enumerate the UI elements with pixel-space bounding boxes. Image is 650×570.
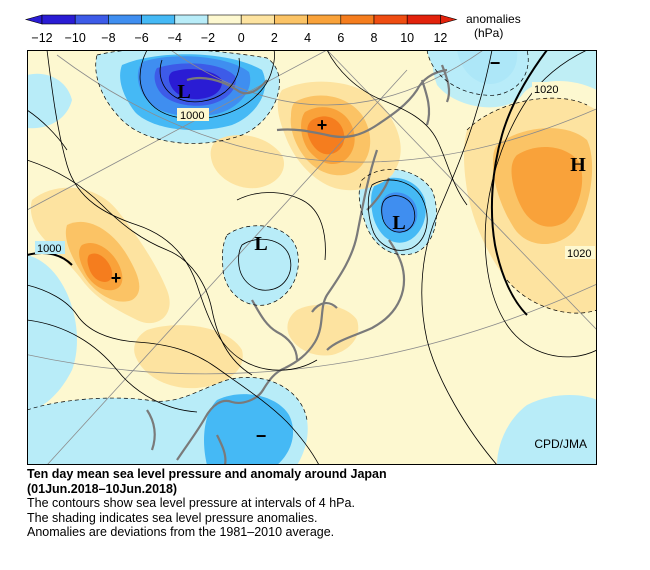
scale-swatch bbox=[406, 14, 441, 25]
caption-anomaly-note: Anomalies are deviations from the 1981–2… bbox=[27, 525, 335, 539]
zero-anomaly-contours bbox=[27, 50, 597, 421]
low-pressure-marker: L bbox=[392, 212, 405, 234]
scale-swatch bbox=[307, 14, 342, 25]
scale-swatch bbox=[207, 14, 242, 25]
negative-anomaly-marker: − bbox=[256, 426, 267, 446]
scale-tick-label: −4 bbox=[168, 31, 182, 45]
scale-arrow-high bbox=[440, 14, 458, 25]
scale-swatch bbox=[340, 14, 375, 25]
scale-tick-label: −8 bbox=[101, 31, 115, 45]
caption-shading-note: The shading indicates sea level pressure… bbox=[27, 510, 318, 525]
isobar-label: 1020 bbox=[534, 84, 558, 96]
map-credit: CPD/JMA bbox=[534, 437, 587, 451]
anomaly-color-scale: −12 −10 −8 −6 −4 −2 0 2 4 6 8 10 12 bbox=[24, 14, 458, 45]
negative-anomaly-shading bbox=[27, 50, 597, 465]
scale-swatch bbox=[108, 14, 142, 25]
scale-swatch bbox=[74, 14, 109, 25]
isobar-1000-bold bbox=[27, 252, 73, 266]
low-pressure-marker: L bbox=[254, 233, 267, 255]
low-pressure-marker: L bbox=[177, 81, 190, 103]
isobars bbox=[27, 50, 597, 465]
scale-tick-label: −12 bbox=[31, 31, 52, 45]
scale-swatch bbox=[240, 14, 275, 25]
scale-tick-label: −2 bbox=[201, 31, 215, 45]
scale-swatch bbox=[174, 14, 209, 25]
map-frame bbox=[27, 50, 597, 465]
high-pressure-marker: H bbox=[570, 154, 586, 176]
scale-swatch bbox=[41, 14, 76, 25]
units-hpa: (hPa) bbox=[474, 26, 504, 40]
caption-contours-note: The contours show sea level pressure at … bbox=[27, 496, 355, 510]
scale-tick-label: −6 bbox=[134, 31, 148, 45]
scale-swatch bbox=[141, 14, 176, 25]
pressure-anomaly-map: L L L H + + − − 1000 1000 1020 1020 CPD/… bbox=[27, 50, 597, 465]
scale-tick-label: −10 bbox=[65, 31, 86, 45]
scale-tick-label: 2 bbox=[271, 31, 278, 45]
color-scale-units: anomalies (hPa) bbox=[466, 12, 521, 40]
positive-anomaly-marker: + bbox=[317, 115, 328, 135]
negative-anomaly-marker: − bbox=[490, 53, 501, 73]
scale-tick-label: 8 bbox=[371, 31, 378, 45]
isobar-label: 1000 bbox=[37, 243, 61, 255]
scale-tick-label: 4 bbox=[304, 31, 311, 45]
units-label: anomalies bbox=[466, 12, 521, 26]
isobar-label: 1020 bbox=[567, 248, 591, 260]
scale-swatch bbox=[274, 14, 308, 25]
scale-tick-label: 0 bbox=[238, 31, 245, 45]
caption-period: (01Jun.2018–10Jun.2018) bbox=[27, 481, 178, 496]
scale-tick-label: 10 bbox=[400, 31, 414, 45]
isobar-1020-bold bbox=[490, 50, 548, 316]
scale-tick-label: 6 bbox=[337, 31, 344, 45]
coastlines bbox=[146, 64, 451, 465]
positive-anomaly-marker: + bbox=[111, 268, 122, 288]
caption-title: Ten day mean sea level pressure and anom… bbox=[27, 467, 387, 481]
scale-arrow-low bbox=[24, 14, 43, 25]
scale-tick-label: 12 bbox=[433, 31, 447, 45]
isobar-label: 1000 bbox=[180, 110, 204, 122]
scale-swatch bbox=[373, 14, 408, 25]
map-caption: Ten day mean sea level pressure and anom… bbox=[27, 467, 627, 540]
